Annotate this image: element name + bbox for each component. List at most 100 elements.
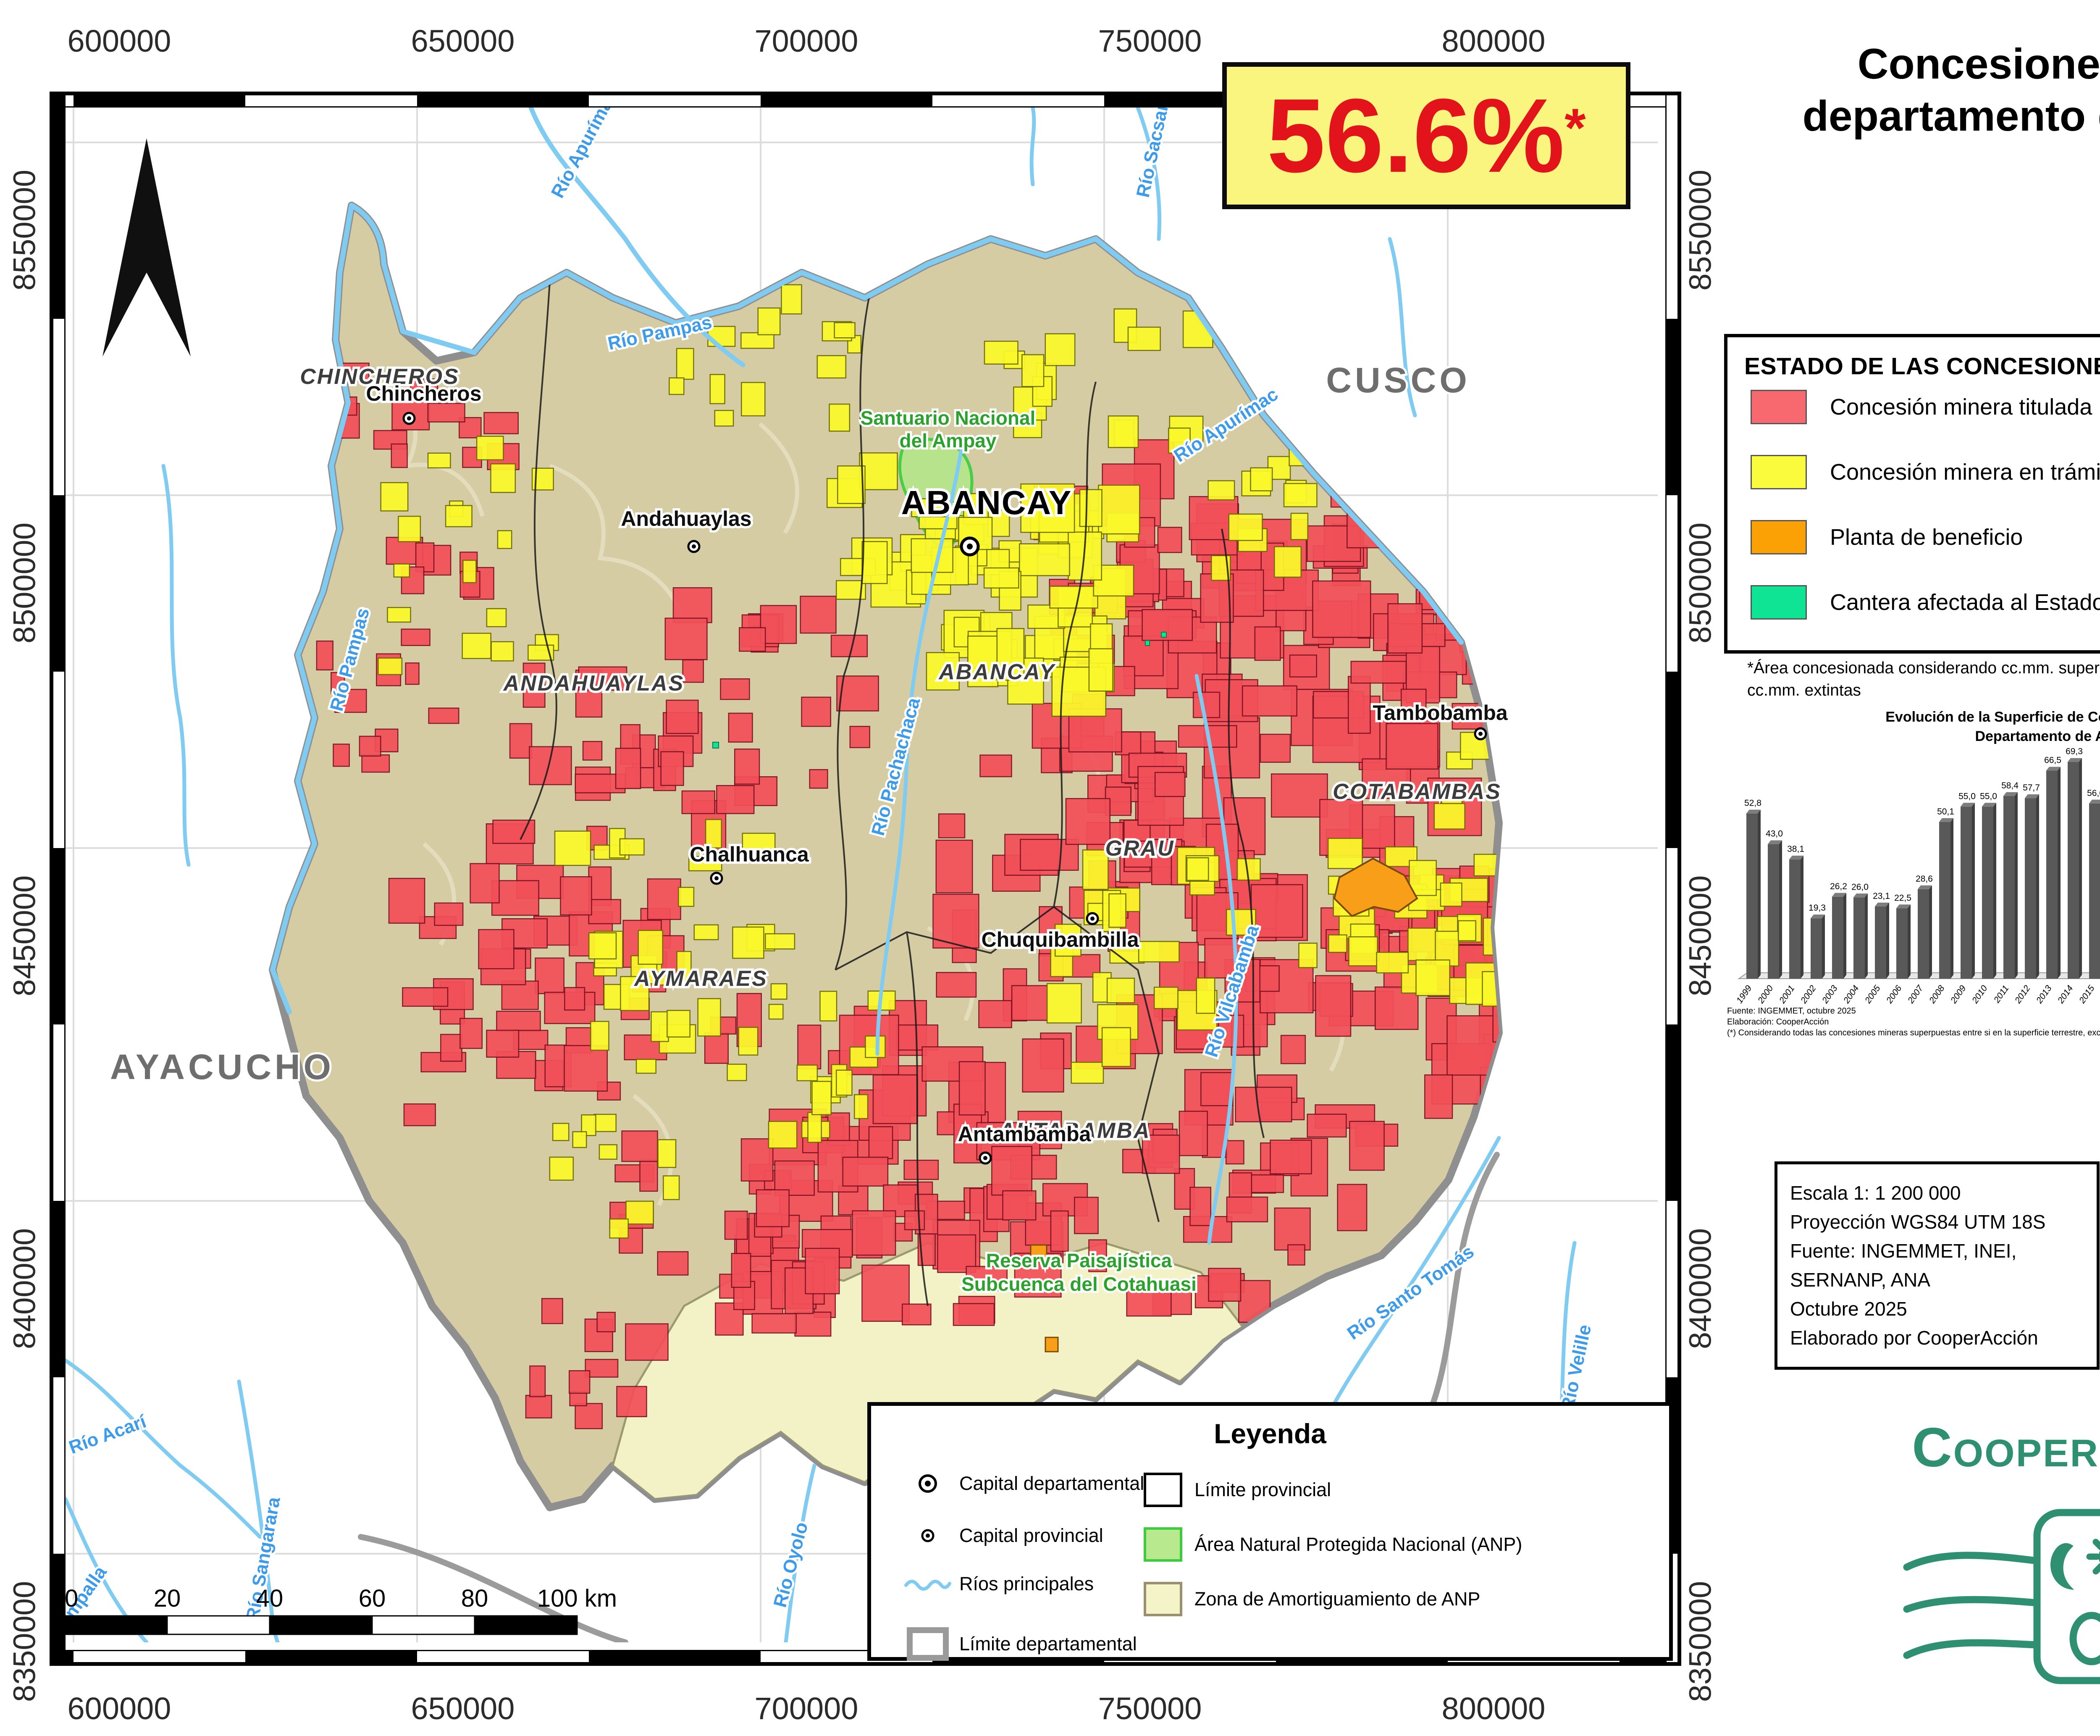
chart-bar [1875,906,1886,979]
concession-rect [660,751,684,786]
concession-rect [1238,1280,1271,1323]
concession-rect [359,735,381,757]
chart-bar [2025,798,2036,979]
chart-category-label: 2005 [1863,983,1882,1006]
concession-rect [727,1064,747,1081]
concession-rect [911,498,949,517]
concession-rect [734,749,760,785]
svg-text:80: 80 [461,1585,488,1612]
estado-legend-item: Planta de beneficio [1751,520,2023,554]
concession-rect [638,930,664,965]
concession-rect [872,1074,918,1124]
concession-rect [569,1391,588,1406]
estado-label: Cantera afectada al Estado [1830,590,2100,615]
concession-rect [1088,648,1113,692]
planta-beneficio-small [1045,1337,1059,1353]
concession-rect [596,1312,616,1332]
concession-rect [483,412,519,434]
concession-rect [1168,427,1191,454]
concession-rect [904,1210,925,1230]
chart-value-label: 43,0 [1766,829,1783,839]
chart-value-label: 58,4 [2001,781,2019,791]
chart-category-label: 1999 [1735,983,1754,1005]
concession-rect [742,833,776,863]
legend-item-zona-anp: Zona de Amortiguamiento de ANP [1131,1578,1480,1620]
map-label: Río Acarí [66,1411,150,1458]
concession-rect [1254,626,1281,661]
chart-category-label: 2011 [1992,984,2011,1005]
concession-rect [1497,990,1499,1041]
concession-rect [1469,594,1499,657]
chart-value-label: 55,0 [1958,791,1976,801]
legend-item-label: Límite departamental [959,1633,1137,1655]
concession-rect [1327,838,1363,869]
legend-item-label: Límite provincial [1194,1479,1331,1500]
concession-rect [770,983,788,1000]
concession-rect [470,863,500,903]
svg-text:20: 20 [154,1585,181,1612]
map-border-band-left [53,95,66,1662]
concession-rect [1142,1135,1180,1174]
concession-rect [647,878,681,920]
concession-rect [1348,936,1378,966]
concession-rect [620,976,650,1011]
chart-bar [2046,770,2058,979]
concession-rect [1424,1074,1453,1119]
chart-bar [1832,896,1843,979]
concession-rect [1242,685,1297,717]
concession-rect [486,608,507,628]
concession-rect [669,377,685,395]
concession-rect [1225,1140,1244,1165]
concession-rect [1347,676,1371,734]
concession-rect [842,1156,889,1187]
concession-rect [1011,985,1048,1021]
concession-rect [805,1248,840,1295]
concession-rect [1350,661,1407,684]
concession-rect [849,726,870,749]
estado-legend-item: Concesión minera en trámite [1751,455,2100,489]
concession-rect [1458,920,1476,941]
chart-value-label: 52,8 [1744,798,1761,808]
concession-rect [966,1266,1008,1292]
concession-rect [1452,703,1486,730]
concession-rect [807,1112,822,1143]
concession-rect [1054,924,1082,957]
chart-value-label: 26,0 [1851,882,1869,892]
northing-label-right: 8500000 [1683,522,1718,644]
chart-category-label: 2016 [2098,983,2100,1006]
northing-label-right: 8450000 [1683,875,1718,997]
concession-rect [639,1159,658,1192]
concession-rect [731,1253,751,1288]
concession-rect [476,436,504,460]
easting-label-bottom: 800000 [1441,1691,1546,1726]
northing-label-right: 8350000 [1683,1581,1718,1702]
concession-rect [1074,1197,1099,1234]
map-label: AYACUCHO [110,1047,334,1087]
northing-label-right: 8550000 [1683,169,1718,291]
percent-asterisk: * [1564,97,1586,158]
concession-rect [525,1395,552,1418]
cooperaccion-logo-emblem [1903,1509,2100,1684]
svg-text:100 km: 100 km [537,1585,617,1612]
concession-rect [393,563,410,578]
estado-legend-title: ESTADO DE LAS CONCESIONES MINERAS [1744,353,2100,380]
concession-rect [756,1189,790,1227]
concession-rect [935,840,973,893]
scale-bar-segment [371,1615,475,1635]
concession-rect [1050,1210,1069,1252]
concession-rect [1376,952,1409,974]
map-legend-box: Leyenda Capital departamental Capital pro… [867,1402,1673,1661]
concession-rect [681,790,716,814]
concession-rect [569,1370,591,1394]
concession-rect [739,627,766,652]
concession-rect [1046,983,1082,1024]
concession-rect [497,530,512,549]
logo-circle-icon [2069,1612,2100,1665]
concession-rect [316,640,333,671]
concession-rect [1126,1280,1172,1317]
chart-category-label: 2000 [1756,983,1775,1006]
concession-rect [403,1103,436,1127]
northing-label-right: 8400000 [1683,1228,1718,1350]
concession-rect [978,1000,1012,1028]
concession-rect [781,284,802,315]
